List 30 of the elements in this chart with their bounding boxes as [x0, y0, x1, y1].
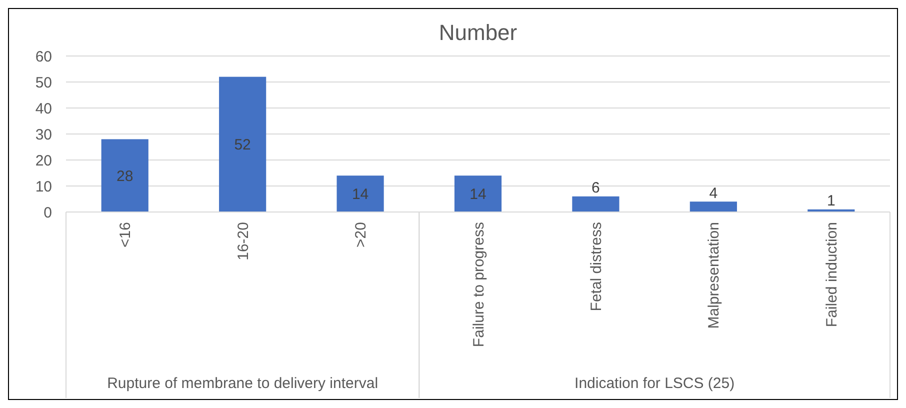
x-tick-label: Fetal distress: [588, 222, 605, 312]
bar: [219, 76, 266, 212]
bar: [454, 176, 502, 212]
y-tick-label: 30: [35, 126, 52, 144]
bar: [336, 176, 384, 212]
data-label: 1: [826, 192, 836, 210]
data-label: 28: [116, 168, 134, 185]
x-tick-label: Failed induction: [823, 222, 840, 328]
data-label: 14: [470, 186, 486, 204]
bar: [572, 196, 620, 212]
y-tick-label: 0: [44, 204, 52, 222]
text: Indication for LSCS (25): [574, 375, 735, 392]
data-label: 14: [352, 186, 369, 204]
data-label: 52: [234, 136, 251, 154]
data-label: 6: [592, 180, 600, 197]
data-label: 4: [709, 184, 718, 202]
x-tick-label: Malpresentation: [706, 222, 723, 329]
x-tick-label: Failure to progress: [470, 222, 488, 348]
y-tick-label: 20: [35, 152, 52, 170]
y-tick-label: 40: [35, 100, 52, 118]
y-tick-label: 60: [35, 48, 52, 66]
x-tick-label: 16-20: [234, 222, 252, 260]
y-tick-label: 50: [35, 74, 52, 92]
x-tick-label: >20: [352, 222, 370, 248]
x-tick-label: <16: [117, 222, 134, 248]
text: Rupture of membrane to delivery interval: [107, 375, 378, 392]
y-tick-label: 10: [35, 178, 52, 196]
chart-title: Number: [438, 20, 518, 45]
bar: [101, 139, 148, 212]
bar: [690, 202, 737, 212]
